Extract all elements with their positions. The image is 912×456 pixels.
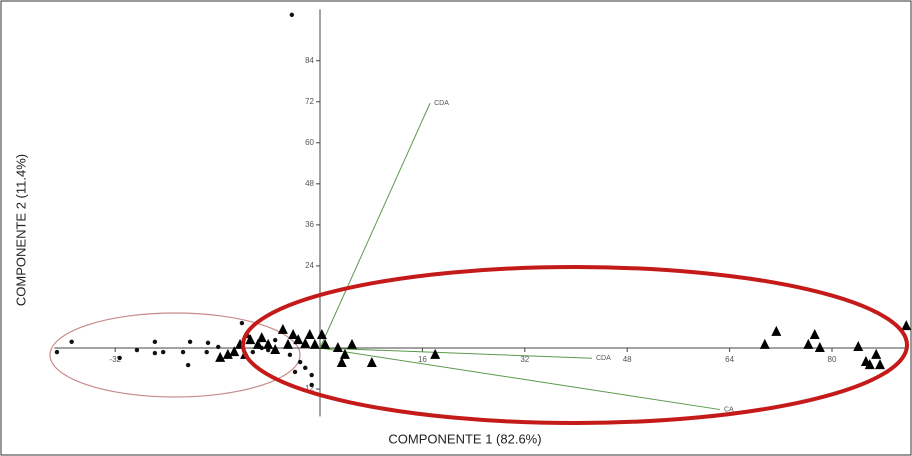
data-point (288, 329, 299, 339)
data-point (216, 344, 221, 350)
data-point (215, 351, 226, 362)
data-point (875, 359, 885, 370)
plot-area: -32 16 32 48 64 80 -12 24 36 48 60 72 84 CDA CDA CA (54, 9, 912, 417)
loading-vector (319, 347, 721, 411)
data-point (263, 338, 274, 349)
data-point (277, 323, 288, 334)
data-point (117, 355, 122, 361)
data-point (853, 340, 864, 351)
data-point (204, 349, 209, 355)
loading-vector (319, 347, 593, 359)
data-point (152, 339, 158, 345)
y-tick-label: 84 (305, 56, 314, 65)
vector-label: CDA (596, 355, 611, 362)
data-point (152, 350, 158, 356)
data-point (309, 372, 314, 378)
data-point (134, 347, 140, 353)
data-point (245, 334, 256, 345)
x-tick-label: 80 (828, 355, 837, 364)
data-point (814, 341, 825, 352)
data-point (293, 334, 304, 345)
data-point (320, 338, 331, 349)
data-point (283, 338, 293, 349)
data-point (270, 344, 281, 355)
x-tick-label: 48 (623, 355, 632, 364)
data-point (205, 340, 211, 346)
data-point (871, 348, 882, 359)
data-point (265, 347, 271, 353)
data-point (309, 382, 314, 388)
data-point (252, 338, 263, 349)
data-point (287, 352, 293, 358)
data-point (803, 338, 814, 349)
data-point (297, 359, 303, 365)
data-point (303, 365, 308, 371)
data-point (289, 12, 295, 18)
data-point (292, 369, 298, 375)
data-point (300, 337, 311, 348)
data-point (54, 349, 60, 355)
data-point (809, 329, 820, 339)
data-point (309, 338, 320, 349)
data-point (187, 339, 193, 345)
data-point (161, 349, 166, 355)
data-point (69, 339, 74, 345)
data-point (366, 357, 377, 368)
loading-vector (319, 102, 431, 349)
data-point (336, 357, 347, 368)
group-ellipse (49, 312, 301, 398)
data-point (180, 349, 186, 355)
x-axis-title: COMPONENTE 1 (82.6%) (388, 431, 541, 446)
x-tick-label: 64 (725, 355, 734, 364)
data-point (864, 359, 875, 370)
y-tick-label: 60 (305, 138, 314, 147)
data-point (185, 362, 191, 368)
x-tick-label: 32 (520, 355, 529, 364)
data-point (229, 346, 240, 357)
x-tick-label: -32 (109, 355, 121, 364)
y-tick-label: 48 (305, 179, 314, 188)
vector-label: CDA (434, 100, 449, 107)
y-tick-label: 36 (305, 220, 314, 229)
data-point (273, 337, 278, 343)
y-tick-label: -12 (302, 384, 314, 393)
data-point (339, 348, 350, 359)
vector-label: CA (724, 406, 734, 413)
data-point (250, 349, 255, 355)
y-tick-label: 24 (305, 261, 314, 270)
data-point (901, 320, 912, 331)
data-point (222, 348, 233, 359)
data-point (304, 329, 315, 339)
data-point (256, 332, 267, 343)
y-tick-label: 72 (305, 97, 314, 106)
group-ellipse (241, 265, 909, 425)
data-point (759, 338, 770, 349)
data-point (332, 341, 343, 352)
data-point (430, 348, 441, 359)
data-point (347, 338, 357, 349)
x-tick-label: 16 (418, 355, 427, 364)
data-point (239, 320, 245, 326)
data-point (316, 329, 327, 339)
data-point (771, 325, 782, 336)
y-axis-title: COMPONENTE 2 (11.4%) (13, 154, 28, 306)
